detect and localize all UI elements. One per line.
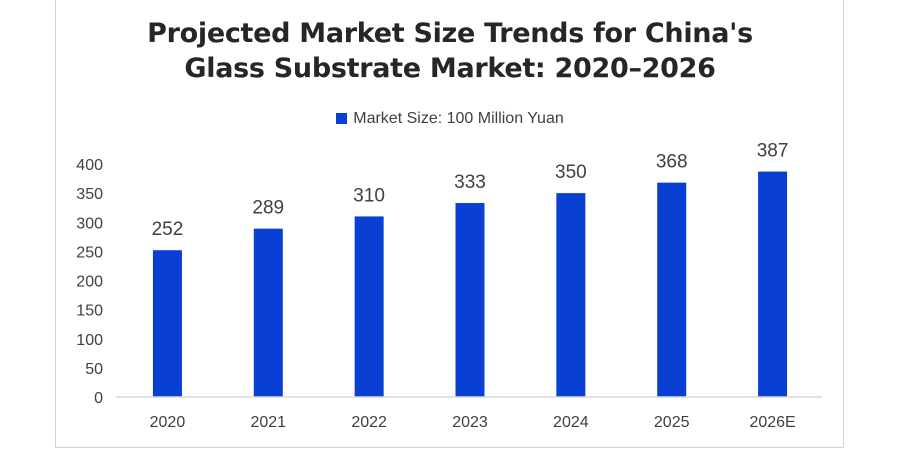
data-label: 252 [152, 219, 184, 240]
y-tick-label: 250 [76, 244, 103, 261]
y-tick-label: 50 [85, 361, 103, 378]
legend-label: Market Size: 100 Million Yuan [353, 110, 564, 127]
y-tick-label: 400 [76, 157, 103, 174]
bar-2021 [253, 228, 283, 397]
bar-2020 [152, 250, 182, 397]
data-label: 387 [757, 141, 789, 162]
y-tick-label: 150 [76, 303, 103, 320]
y-tick-label: 200 [76, 274, 103, 291]
x-tick-label: 2022 [351, 414, 387, 431]
data-label: 289 [252, 198, 284, 219]
y-axis: 0 50 100 150 200 250 300 350 400 [76, 157, 103, 407]
chart-frame [55, 0, 844, 448]
bar-2024 [556, 193, 586, 397]
chart-legend: Market Size: 100 Million Yuan [0, 110, 900, 128]
x-tick-label: 2020 [150, 414, 186, 431]
y-tick-label: 300 [76, 215, 103, 232]
y-tick-label: 0 [94, 390, 103, 407]
data-label: 368 [656, 152, 688, 173]
chart-title-line-2: Glass Substrate Market: 2020–2026 [184, 53, 716, 84]
bar-2026E [758, 171, 788, 397]
bar-2022 [354, 216, 384, 397]
y-tick-label: 350 [76, 186, 103, 203]
bar-2023 [455, 203, 485, 397]
x-tick-label: 2021 [250, 414, 286, 431]
x-tick-label: 2024 [553, 414, 589, 431]
data-label: 310 [353, 185, 385, 206]
y-tick-label: 100 [76, 332, 103, 349]
data-label: 333 [454, 172, 486, 193]
x-axis: 2020 2021 2022 2023 2024 2025 2026E [150, 414, 796, 431]
x-tick-label: 2026E [749, 414, 795, 431]
x-tick-label: 2025 [654, 414, 690, 431]
bar-2025 [657, 182, 687, 397]
data-labels: 252 289 310 333 350 368 387 [152, 141, 789, 241]
chart-title: Projected Market Size Trends for China's… [0, 16, 900, 86]
data-label: 350 [555, 162, 587, 183]
chart-title-line-1: Projected Market Size Trends for China's [147, 18, 753, 49]
legend-swatch [336, 113, 348, 124]
bars [152, 171, 788, 397]
x-tick-label: 2023 [452, 414, 488, 431]
